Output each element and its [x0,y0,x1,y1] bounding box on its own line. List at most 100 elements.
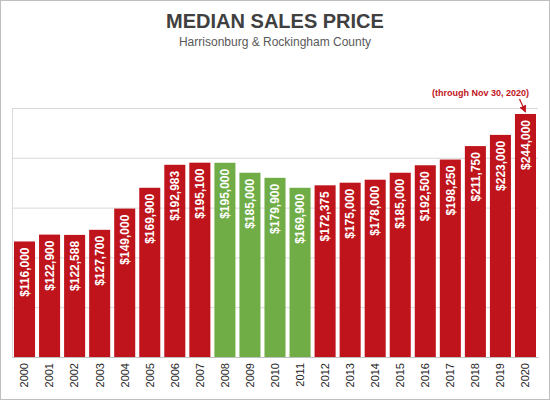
data-label: $169,900 [143,193,157,243]
x-tick-label: 2019 [494,363,506,387]
x-tick: 2020 [519,357,531,387]
x-tick-label: 2013 [344,363,356,387]
grid-line [12,158,538,159]
bar [340,183,361,357]
x-tick-label: 2003 [94,363,106,387]
bar [415,165,436,357]
bar [490,135,511,357]
x-tick-label: 2017 [444,363,456,387]
x-tick-label: 2008 [219,363,231,387]
bar [315,185,336,357]
x-axis: 2000 2001 2002 2003 2004 2005 2006 2007 2008 2009… [13,357,539,387]
x-tick-label: 2005 [144,363,156,387]
chart: MEDIAN SALES PRICE Harrisonburg & Rocking… [0,0,550,400]
x-tick-label: 2014 [369,363,381,387]
x-tick-label: 2018 [469,363,481,387]
y-tick [12,158,538,159]
data-label: $127,700 [93,235,107,285]
x-tick-label: 2012 [319,363,331,387]
data-label: $185,000 [393,178,407,228]
grid-line [12,357,538,358]
x-tick: 2012 [319,357,331,387]
data-label: $116,000 [18,247,32,297]
y-tick [12,357,538,358]
x-tick-label: 2020 [519,363,531,387]
x-tick: 2007 [194,357,206,387]
bar [239,173,260,357]
data-label: $122,588 [68,241,82,291]
data-label: $198,250 [444,165,458,215]
data-label: $175,000 [343,188,357,238]
bar [290,188,311,357]
grid-line [12,108,538,109]
title: MEDIAN SALES PRICE [166,10,384,32]
bar [39,235,60,357]
bar [164,165,185,357]
data-label: $179,900 [268,184,282,234]
x-tick: 2019 [494,357,506,387]
x-axis-line [13,357,539,358]
x-tick: 2008 [219,357,231,387]
x-tick-label: 2015 [394,363,406,387]
x-tick: 2010 [269,357,281,387]
bar [89,230,110,357]
subtitle: Harrisonburg & Rockingham County [179,35,371,49]
x-tick-label: 2007 [194,363,206,387]
bar [465,146,486,357]
data-label: $244,000 [519,120,533,170]
bar [114,209,135,357]
x-tick: 2003 [94,357,106,387]
bar [139,188,160,357]
bar [440,160,461,357]
y-axis-line [12,109,13,358]
x-tick: 2011 [294,357,306,387]
x-tick: 2014 [369,357,381,387]
x-tick-label: 2010 [269,363,281,387]
data-label: $223,000 [494,141,508,191]
bar [390,173,411,357]
x-tick: 2018 [469,357,481,387]
bar [515,114,536,357]
data-label: $122,900 [43,240,57,290]
annotation-arrow [519,99,525,112]
x-tick: 2004 [119,357,131,387]
x-tick-label: 2011 [294,363,306,387]
data-label: $195,100 [193,168,207,218]
x-tick: 2016 [419,357,431,387]
x-tick-label: 2009 [244,363,256,387]
x-tick: 2013 [344,357,356,387]
x-tick: 2001 [43,357,55,387]
x-tick-label: 2002 [68,363,80,387]
x-tick: 2017 [444,357,456,387]
bar [214,163,235,357]
x-tick-label: 2000 [18,363,30,387]
bar [264,178,285,357]
bar [64,235,85,357]
y-tick [12,108,538,109]
bar [14,241,35,357]
data-label: $169,900 [293,193,307,243]
data-label: $172,375 [318,191,332,241]
bar [365,180,386,357]
x-tick: 2000 [18,357,30,387]
x-tick-label: 2001 [43,363,55,387]
y-axis [12,109,538,358]
x-tick-label: 2016 [419,363,431,387]
data-label: $192,983 [168,170,182,220]
x-tick-label: 2004 [119,363,131,387]
x-tick: 2002 [68,357,80,387]
x-tick: 2005 [144,357,156,387]
data-label: $149,000 [118,214,132,264]
x-tick: 2006 [169,357,181,387]
x-tick-label: 2006 [169,363,181,387]
x-tick: 2015 [394,357,406,387]
annotation: (through Nov 30, 2020) [432,88,529,98]
data-labels: $116,000 $122,900 $122,588 $127,700 $149,000… [18,120,533,297]
data-label: $211,750 [469,152,483,202]
bars [14,114,536,357]
x-tick: 2009 [244,357,256,387]
data-label: $192,500 [418,171,432,221]
data-label: $178,000 [368,185,382,235]
bar [189,163,210,357]
data-label: $195,000 [218,168,232,218]
